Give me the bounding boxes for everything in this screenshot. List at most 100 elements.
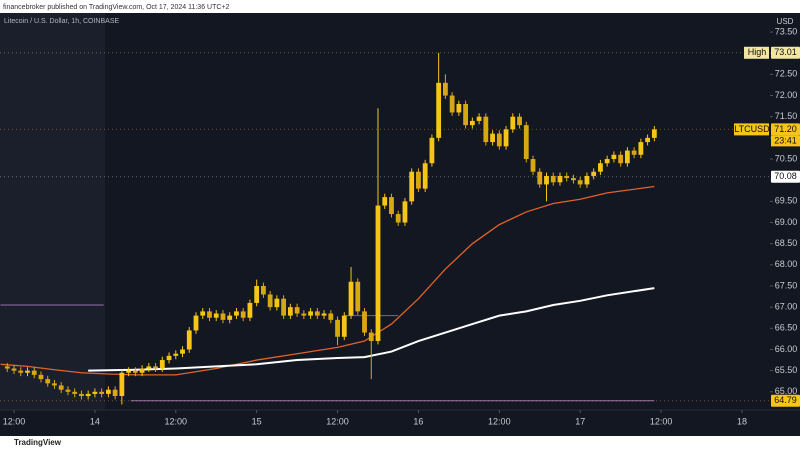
candle-body <box>348 281 354 316</box>
candle-body <box>105 389 111 394</box>
candle-body <box>456 103 462 113</box>
x-tick-label: 18 <box>737 416 747 426</box>
x-tick-label: 14 <box>90 416 100 426</box>
y-tick-label: 71.50 <box>775 111 798 121</box>
candle-body <box>119 372 125 397</box>
candle-body <box>355 281 361 312</box>
candle-body <box>146 366 152 369</box>
candle-body <box>132 370 138 373</box>
candle-body <box>651 129 657 138</box>
candle-body <box>638 142 644 155</box>
candle-body <box>402 201 408 223</box>
candle-body <box>267 294 273 308</box>
candle-body <box>564 175 570 179</box>
candle-body <box>85 393 91 397</box>
candle-body <box>254 285 260 303</box>
candle-body <box>200 311 206 316</box>
candle-body <box>409 171 415 202</box>
candle-body <box>25 370 30 373</box>
price-tag-value: 64.79 <box>774 395 797 405</box>
candle-body <box>523 125 529 160</box>
candle-body <box>18 370 24 373</box>
y-tick-label: 65.50 <box>775 365 798 375</box>
chart-background <box>0 13 800 436</box>
candle-body <box>341 315 347 337</box>
candle-body <box>550 175 556 183</box>
x-tick-label: 17 <box>575 416 585 426</box>
x-tick-label: 16 <box>413 416 423 426</box>
header-text: financebroker published on TradingView.c… <box>3 4 230 11</box>
candle-body <box>294 307 300 314</box>
price-tag <box>771 123 800 136</box>
candle-body <box>186 330 192 350</box>
y-tick-label: 66.00 <box>775 344 798 354</box>
price-tag-label: High <box>748 47 767 57</box>
y-tick-label: 70.50 <box>775 153 798 163</box>
candle-body <box>213 313 219 318</box>
y-tick-label: 66.50 <box>775 323 798 333</box>
candle-body <box>180 349 185 354</box>
candle-body <box>490 133 495 143</box>
candle-body <box>604 159 610 164</box>
price-tag-label: LTCUSD <box>734 124 770 134</box>
candle-body <box>38 374 44 380</box>
candle-body <box>308 311 313 316</box>
candle-body <box>220 313 226 320</box>
price-tag-value: 70.08 <box>774 171 797 181</box>
footer-bar <box>0 436 800 450</box>
candle-body <box>618 154 624 164</box>
candle-body <box>173 353 179 356</box>
candle-body <box>645 137 650 143</box>
candle-body <box>537 171 543 185</box>
y-tick-label: 72.50 <box>775 69 798 79</box>
candle-body <box>463 103 469 126</box>
y-tick-label: 67.50 <box>775 280 798 290</box>
candle-body <box>544 175 549 185</box>
price-tag-value: 71.20 <box>774 124 797 134</box>
x-tick-label: 12:00 <box>488 416 511 426</box>
candle-body <box>287 307 293 316</box>
candle-body <box>557 175 563 183</box>
price-tag-sublabel: 23:41 <box>774 135 797 145</box>
candle-body <box>624 150 630 164</box>
candle-body <box>234 311 239 316</box>
candle-body <box>281 298 287 316</box>
candle-body <box>449 95 455 113</box>
candle-body <box>153 366 158 369</box>
candle-body <box>416 171 421 189</box>
price-tag <box>771 46 800 59</box>
candle-body <box>382 197 388 206</box>
x-tick-label: 12:00 <box>165 416 188 426</box>
y-tick-label: 68.50 <box>775 238 798 248</box>
candle-body <box>571 178 576 181</box>
candle-body <box>483 116 489 143</box>
candle-body <box>99 391 105 394</box>
candle-body <box>530 159 536 172</box>
candle-body <box>611 154 617 160</box>
x-tick-label: 12:00 <box>326 416 349 426</box>
candle-body <box>45 379 51 384</box>
candle-body <box>429 137 435 164</box>
price-tag <box>771 170 800 183</box>
y-tick-label: 73.50 <box>775 26 798 36</box>
candle-body <box>11 368 17 371</box>
y-tick-label: 68.00 <box>775 259 798 269</box>
candle-body <box>442 82 448 96</box>
candle-body <box>207 311 212 318</box>
y-tick-label: 69.50 <box>775 196 798 206</box>
candle-body <box>321 313 327 316</box>
candle-body <box>328 313 334 320</box>
candle-body <box>436 82 442 138</box>
candle-body <box>314 311 320 316</box>
candle-body <box>503 129 509 147</box>
candle-body <box>476 116 482 121</box>
price-tag-label-box <box>744 46 769 59</box>
candle-body <box>58 385 64 390</box>
y-axis-label: USD <box>777 17 794 26</box>
candle-body <box>301 313 307 316</box>
candle-body <box>375 205 381 342</box>
footer-brand: TradingView <box>14 438 62 447</box>
candle-body <box>631 150 637 155</box>
